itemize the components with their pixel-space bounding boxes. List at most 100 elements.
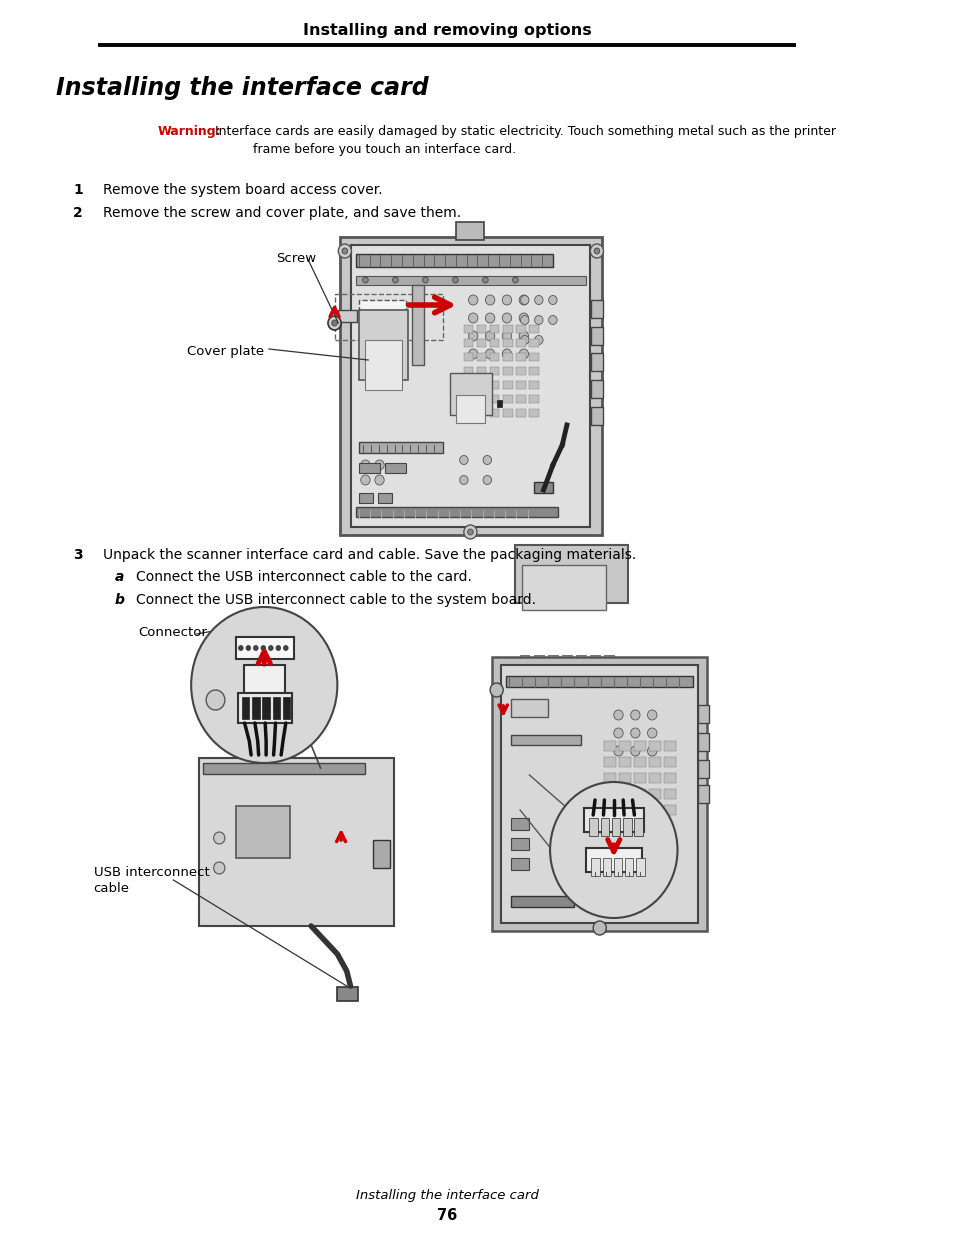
Bar <box>636 858 644 876</box>
Bar <box>510 735 580 745</box>
Bar <box>502 409 512 417</box>
Bar <box>510 818 529 830</box>
Circle shape <box>275 646 280 651</box>
Bar <box>534 482 553 493</box>
Bar <box>602 858 610 876</box>
Circle shape <box>468 295 477 305</box>
Circle shape <box>485 312 495 324</box>
Bar <box>355 254 553 267</box>
Bar <box>634 773 645 783</box>
Bar <box>649 805 659 815</box>
Circle shape <box>512 277 517 283</box>
Bar <box>243 664 285 693</box>
Bar <box>649 757 659 767</box>
Bar <box>476 338 486 347</box>
Bar <box>618 773 630 783</box>
Bar <box>502 382 512 389</box>
Bar <box>497 400 501 408</box>
Circle shape <box>238 646 243 651</box>
Bar <box>463 338 473 347</box>
Text: 2: 2 <box>73 206 83 220</box>
Circle shape <box>468 350 477 359</box>
Circle shape <box>501 295 511 305</box>
Bar <box>449 373 492 415</box>
Bar <box>591 353 603 370</box>
Circle shape <box>332 320 337 326</box>
Bar <box>516 409 525 417</box>
Circle shape <box>206 690 225 710</box>
Bar <box>698 705 709 722</box>
Bar <box>358 310 407 380</box>
Bar <box>236 637 294 659</box>
Bar <box>591 858 599 876</box>
Text: Screw: Screw <box>276 252 316 264</box>
Circle shape <box>375 459 384 471</box>
Text: Unpack the scanner interface card and cable. Save the packaging materials.: Unpack the scanner interface card and ca… <box>103 548 636 562</box>
Circle shape <box>485 350 495 359</box>
Bar <box>510 699 548 718</box>
Bar <box>618 757 630 767</box>
Bar <box>516 353 525 361</box>
Text: Installing the interface card: Installing the interface card <box>355 1189 537 1203</box>
Circle shape <box>191 606 337 763</box>
Bar <box>649 741 659 751</box>
Bar <box>501 664 698 923</box>
Circle shape <box>360 459 370 471</box>
Text: Remove the system board access cover.: Remove the system board access cover. <box>103 183 382 198</box>
Circle shape <box>360 475 370 485</box>
Circle shape <box>590 245 603 258</box>
Bar <box>476 409 486 417</box>
Bar <box>591 300 603 317</box>
Bar <box>283 697 291 719</box>
Bar <box>490 409 499 417</box>
Circle shape <box>468 331 477 341</box>
Text: 1: 1 <box>73 183 83 198</box>
Bar <box>622 818 631 836</box>
Bar <box>548 655 557 659</box>
Bar <box>516 325 525 333</box>
Bar <box>241 697 249 719</box>
Bar <box>490 395 499 403</box>
Circle shape <box>647 710 657 720</box>
Circle shape <box>393 277 397 283</box>
Bar <box>335 294 443 340</box>
Bar <box>492 657 707 931</box>
Bar <box>591 380 603 398</box>
Bar <box>604 789 615 799</box>
Bar <box>237 693 292 722</box>
Circle shape <box>613 727 622 739</box>
Text: b: b <box>114 593 124 606</box>
Bar <box>576 655 585 659</box>
Bar <box>618 805 630 815</box>
Circle shape <box>261 646 265 651</box>
Bar <box>490 382 499 389</box>
Bar <box>355 508 557 517</box>
Bar <box>529 409 538 417</box>
Circle shape <box>482 456 491 464</box>
Bar <box>262 697 270 719</box>
Text: USB interconnect: USB interconnect <box>93 866 210 878</box>
Bar <box>618 789 630 799</box>
Bar <box>476 382 486 389</box>
Circle shape <box>534 295 542 305</box>
Circle shape <box>518 350 528 359</box>
Circle shape <box>468 312 477 324</box>
Bar <box>516 338 525 347</box>
Bar <box>591 327 603 345</box>
Bar <box>516 395 525 403</box>
Bar <box>515 545 627 603</box>
Text: Remove the screw and cover plate, and save them.: Remove the screw and cover plate, and sa… <box>103 206 460 220</box>
Bar <box>516 367 525 375</box>
Bar <box>529 367 538 375</box>
Circle shape <box>501 331 511 341</box>
Bar <box>355 275 585 285</box>
Text: cable: cable <box>93 882 130 894</box>
Circle shape <box>594 248 599 254</box>
Bar <box>516 382 525 389</box>
Text: frame before you touch an interface card.: frame before you touch an interface card… <box>253 143 516 157</box>
Bar <box>583 808 643 832</box>
Bar <box>649 789 659 799</box>
Bar <box>519 655 529 659</box>
Bar <box>358 300 405 332</box>
Circle shape <box>283 646 288 651</box>
